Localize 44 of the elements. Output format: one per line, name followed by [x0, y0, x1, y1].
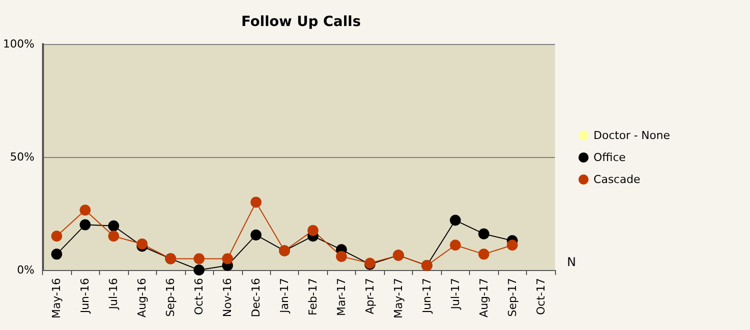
- point: [450, 214, 461, 226]
- x-tick-label: Jul-16: [107, 278, 120, 310]
- chart-title: Follow Up Calls: [241, 14, 361, 30]
- point: [108, 230, 120, 242]
- x-tick-label: Jun-17: [420, 278, 434, 314]
- x-tick-label: Apr-17: [363, 278, 376, 314]
- y-tick-label: 50%: [10, 150, 34, 164]
- point: [506, 240, 518, 251]
- point: [336, 250, 347, 262]
- point: [51, 248, 62, 260]
- x-tick-label: Sep-17: [506, 278, 519, 317]
- x-tick-label: Mar-17: [334, 278, 348, 316]
- x-tick-label: Feb-17: [306, 278, 320, 316]
- point: [222, 253, 234, 264]
- x-tick-label: Jun-16: [78, 278, 92, 314]
- point: [80, 219, 91, 230]
- text: N: [567, 255, 576, 269]
- x-tick-label: Aug-17: [477, 278, 490, 318]
- x-tick-label: Dec-16: [250, 278, 263, 318]
- legend-label: Cascade: [594, 173, 640, 186]
- point: [478, 248, 490, 260]
- y-tick-label: 0%: [16, 264, 34, 276]
- point: [450, 240, 461, 251]
- legend-label: Doctor - None: [594, 129, 670, 142]
- x-tick-label: Jan-17: [278, 278, 291, 314]
- legend-label: Office: [594, 151, 626, 164]
- point: [51, 230, 62, 242]
- x-tick-label: Jul-17: [448, 278, 462, 310]
- x-tick-label: Nov-16: [221, 278, 234, 318]
- point: [80, 204, 91, 216]
- x-tick-label: Oct-17: [534, 278, 548, 315]
- point: [250, 229, 262, 240]
- x-tick-label: May-17: [392, 278, 405, 319]
- x-tick-label: May-16: [50, 278, 64, 319]
- x-tick-label: Oct-16: [192, 278, 206, 315]
- x-tick-label: Sep-16: [164, 278, 178, 317]
- point: [250, 196, 262, 208]
- point: [108, 220, 120, 232]
- point: [307, 224, 318, 236]
- point: [194, 264, 205, 276]
- y-tick-label: 100%: [2, 38, 34, 50]
- x-tick-label: Aug-16: [136, 278, 149, 318]
- point: [194, 253, 205, 264]
- point: [478, 228, 490, 240]
